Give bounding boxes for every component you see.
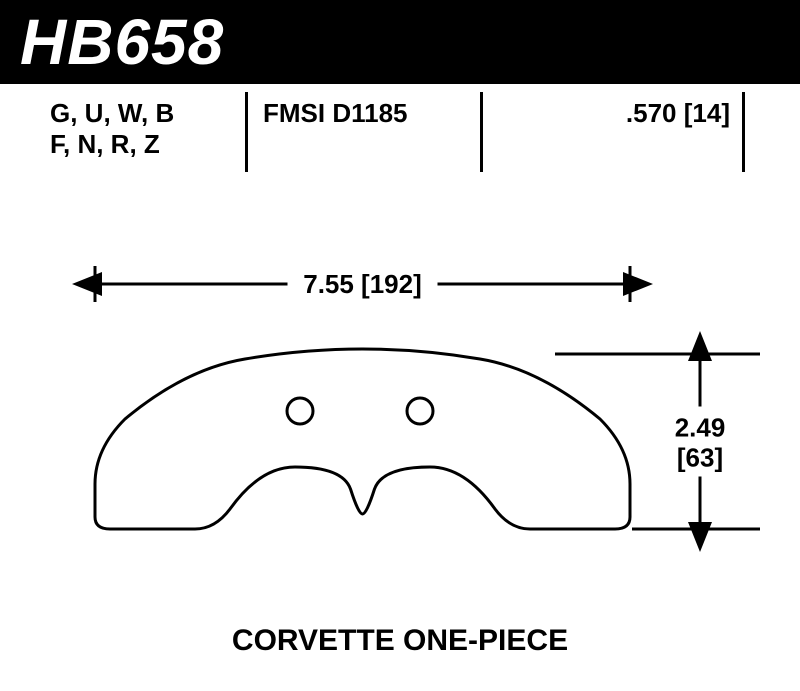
info-row: G, U, W, B F, N, R, Z FMSI D1185 .570 [1… <box>0 84 800 174</box>
fmsi-code: FMSI D1185 <box>263 98 445 129</box>
fmsi-column: FMSI D1185 <box>245 98 465 174</box>
thickness-in: .570 <box>626 98 677 128</box>
svg-text:[63]: [63] <box>677 443 723 473</box>
codes-column: G, U, W, B F, N, R, Z <box>50 98 245 174</box>
footer: CORVETTE ONE-PIECE <box>0 604 800 658</box>
svg-text:2.49: 2.49 <box>675 413 726 443</box>
svg-text:7.55 [192]: 7.55 [192] <box>303 269 422 299</box>
divider-1 <box>245 92 248 172</box>
thickness-column: .570 [14] <box>465 98 770 174</box>
part-number: HB658 <box>20 6 224 78</box>
header-bar: HB658 <box>0 0 800 84</box>
product-name: CORVETTE ONE-PIECE <box>232 624 568 657</box>
codes-line2: F, N, R, Z <box>50 129 225 160</box>
codes-line1: G, U, W, B <box>50 98 225 129</box>
brake-pad-diagram: 7.55 [192] 2.49[63] <box>0 174 800 604</box>
diagram-area: 7.55 [192] 2.49[63] <box>0 174 800 604</box>
thickness-mm: [14] <box>684 98 730 128</box>
divider-3 <box>742 92 745 172</box>
divider-2 <box>480 92 483 172</box>
